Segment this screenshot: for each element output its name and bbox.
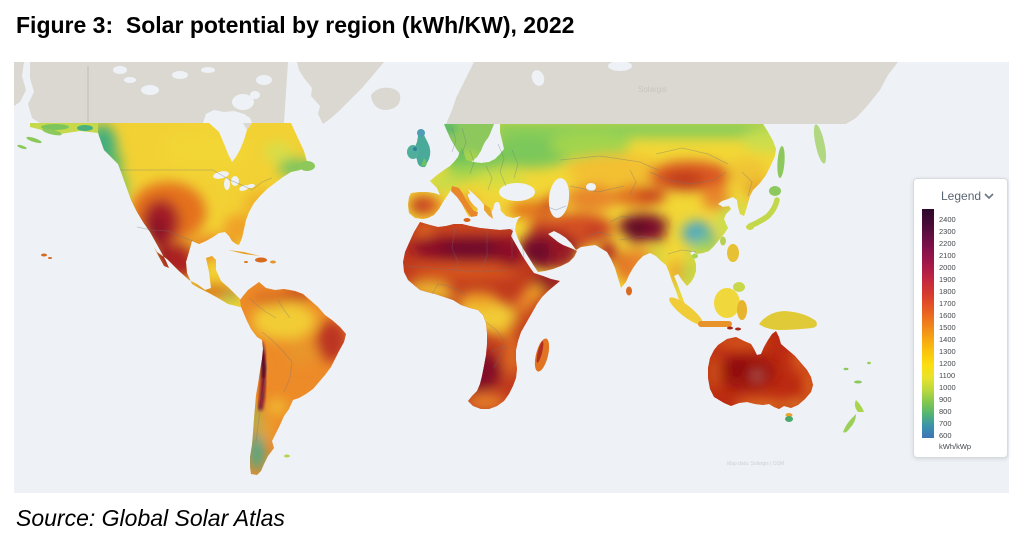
svg-text:Map data: Solargis | OSM: Map data: Solargis | OSM bbox=[727, 461, 784, 467]
svg-text:Solargis: Solargis bbox=[638, 85, 667, 94]
